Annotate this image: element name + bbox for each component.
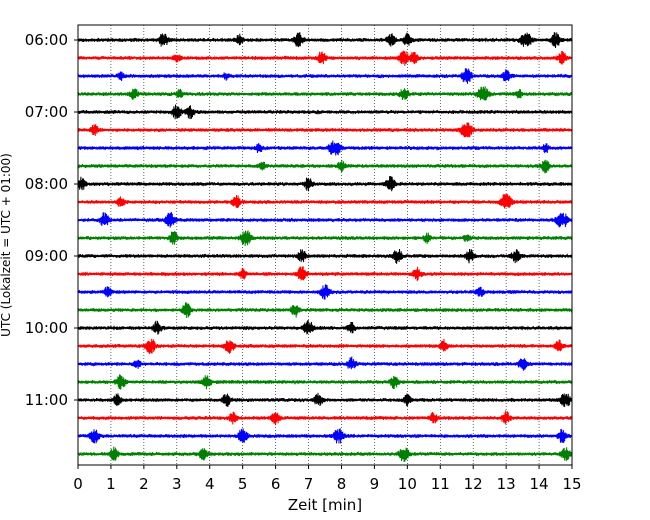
trace-lines xyxy=(77,32,573,462)
x-tick-label: 10 xyxy=(398,475,417,493)
x-axis-label: Zeit [min] xyxy=(288,496,362,514)
x-tick-label: 7 xyxy=(304,475,314,493)
trace-0630 xyxy=(77,68,573,84)
trace-0800 xyxy=(77,176,573,192)
x-tick-label: 13 xyxy=(497,475,516,493)
trace-0615 xyxy=(77,50,573,66)
trace-0815 xyxy=(77,193,573,209)
x-tick-label: 3 xyxy=(172,475,182,493)
x-tick-label: 2 xyxy=(139,475,149,493)
y-tick-label: 06:00 xyxy=(25,31,68,49)
trace-0945 xyxy=(77,302,573,318)
x-tick-label: 14 xyxy=(530,475,549,493)
trace-0700 xyxy=(77,104,573,120)
y-axis-label: UTC (Lokalzeit = UTC + 01:00) xyxy=(0,153,13,337)
x-tick-label: 12 xyxy=(464,475,483,493)
x-axis-ticks: 0 1 2 3 4 5 6 7 8 9 10 11 12 13 14 15 xyxy=(73,465,582,493)
x-tick-label: 11 xyxy=(431,475,450,493)
x-tick-label: 8 xyxy=(337,475,347,493)
trace-1100 xyxy=(77,392,573,408)
trace-0715 xyxy=(77,122,573,138)
trace-0915 xyxy=(77,266,573,282)
x-tick-label: 0 xyxy=(73,475,83,493)
plot-frame xyxy=(77,24,573,466)
trace-0830 xyxy=(77,212,573,228)
y-tick-label: 07:00 xyxy=(25,103,68,121)
y-tick-label: 08:00 xyxy=(25,175,68,193)
trace-1130 xyxy=(77,428,573,444)
x-tick-label: 4 xyxy=(205,475,215,493)
trace-0900 xyxy=(77,248,573,264)
trace-0645 xyxy=(77,86,573,101)
x-tick-label: 5 xyxy=(238,475,248,493)
y-tick-label: 10:00 xyxy=(25,319,68,337)
x-tick-label: 15 xyxy=(562,475,581,493)
trace-1115 xyxy=(77,410,573,426)
trace-0600 xyxy=(77,32,573,48)
y-tick-label: 09:00 xyxy=(25,247,68,265)
trace-1015 xyxy=(77,338,573,354)
x-tick-label: 6 xyxy=(271,475,281,493)
trace-1000 xyxy=(77,320,573,335)
trace-0730 xyxy=(77,140,573,156)
trace-1045 xyxy=(77,374,573,390)
trace-1145 xyxy=(77,446,573,462)
y-tick-label: 11:00 xyxy=(25,391,68,409)
vertical-grid xyxy=(110,25,540,465)
trace-1030 xyxy=(77,356,573,371)
trace-0930 xyxy=(77,284,573,300)
y-axis-ticks: 06:00 07:00 08:00 09:00 10:00 11:00 xyxy=(25,31,78,409)
trace-0745 xyxy=(77,159,573,174)
x-tick-label: 1 xyxy=(106,475,116,493)
trace-0845 xyxy=(77,230,573,246)
x-tick-label: 9 xyxy=(370,475,380,493)
